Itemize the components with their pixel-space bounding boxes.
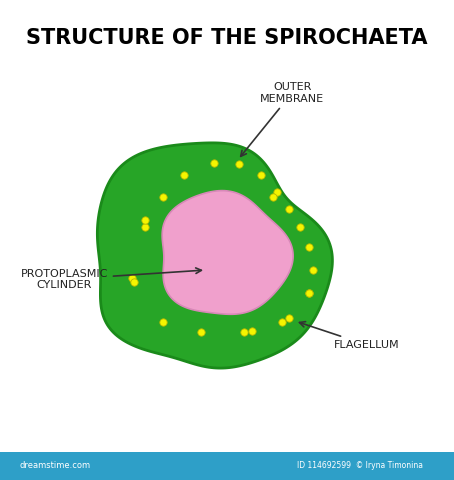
Text: STRUCTURE OF THE SPIROCHAETA: STRUCTURE OF THE SPIROCHAETA [26, 28, 428, 48]
Point [286, 205, 293, 213]
Point [181, 171, 188, 179]
Point [235, 161, 242, 168]
Point [273, 188, 281, 195]
Point [197, 328, 204, 336]
Text: FLAGELLUM: FLAGELLUM [300, 322, 400, 350]
Text: PROTOPLASMIC
CYLINDER: PROTOPLASMIC CYLINDER [20, 268, 202, 290]
Point [296, 223, 304, 231]
Point [130, 278, 137, 286]
Point [305, 243, 312, 251]
Point [305, 289, 312, 297]
Polygon shape [97, 143, 332, 368]
Point [142, 216, 149, 224]
Polygon shape [162, 191, 293, 314]
Point [211, 159, 218, 167]
Text: ID 114692599  © Iryna Timonina: ID 114692599 © Iryna Timonina [297, 461, 423, 470]
Point [269, 193, 276, 201]
Bar [0, 452, 454, 480]
Point [310, 266, 317, 274]
Point [160, 319, 167, 326]
Point [257, 171, 264, 179]
Point [305, 289, 312, 297]
Point [278, 319, 285, 326]
Point [285, 314, 292, 322]
Point [248, 328, 255, 336]
Point [160, 193, 167, 201]
Point [241, 328, 248, 336]
Text: dreamstime.com: dreamstime.com [20, 461, 90, 470]
Text: OUTER
MEMBRANE: OUTER MEMBRANE [241, 82, 324, 156]
Point [128, 274, 136, 282]
Point [141, 223, 148, 231]
